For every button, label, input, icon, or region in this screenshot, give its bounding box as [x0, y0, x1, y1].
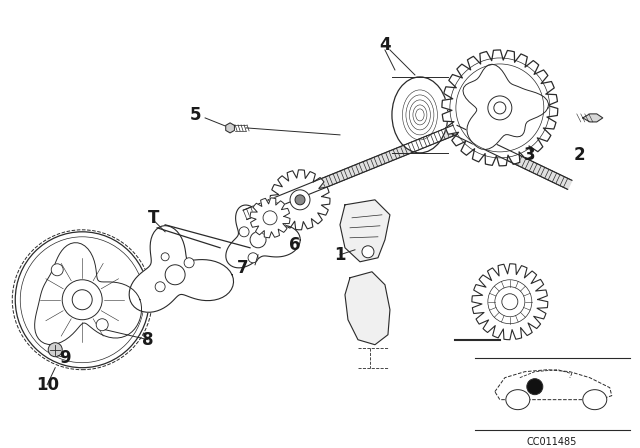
Polygon shape — [495, 370, 612, 400]
Ellipse shape — [265, 221, 275, 231]
Ellipse shape — [15, 232, 149, 368]
Text: 6: 6 — [289, 236, 301, 254]
Ellipse shape — [263, 211, 277, 225]
Text: T: T — [147, 209, 159, 227]
Ellipse shape — [184, 258, 194, 268]
Text: 10: 10 — [36, 376, 59, 394]
Polygon shape — [35, 243, 141, 345]
Ellipse shape — [62, 280, 102, 320]
Text: CC011485: CC011485 — [527, 437, 577, 447]
Polygon shape — [340, 200, 390, 262]
Ellipse shape — [72, 290, 92, 310]
Ellipse shape — [527, 379, 543, 395]
Polygon shape — [472, 264, 548, 340]
Ellipse shape — [502, 294, 518, 310]
Polygon shape — [226, 205, 300, 268]
Polygon shape — [226, 123, 234, 133]
Ellipse shape — [48, 343, 62, 357]
Ellipse shape — [248, 253, 258, 263]
Ellipse shape — [96, 319, 108, 331]
Text: 4: 4 — [379, 36, 391, 54]
Text: 9: 9 — [60, 349, 71, 367]
Polygon shape — [129, 226, 234, 312]
Polygon shape — [463, 64, 548, 150]
Polygon shape — [442, 50, 558, 166]
Text: 2: 2 — [574, 146, 586, 164]
Ellipse shape — [155, 282, 165, 292]
Ellipse shape — [161, 253, 169, 261]
Ellipse shape — [494, 102, 506, 114]
Polygon shape — [583, 114, 603, 122]
Ellipse shape — [583, 390, 607, 409]
Ellipse shape — [165, 265, 185, 285]
Ellipse shape — [290, 190, 310, 210]
Polygon shape — [345, 272, 390, 345]
Ellipse shape — [250, 232, 266, 248]
Text: 1: 1 — [334, 246, 346, 264]
Ellipse shape — [239, 227, 249, 237]
Text: 8: 8 — [142, 331, 154, 349]
Ellipse shape — [392, 77, 448, 153]
Ellipse shape — [488, 96, 512, 120]
Ellipse shape — [506, 390, 530, 409]
Text: 3: 3 — [524, 146, 536, 164]
Text: 5: 5 — [189, 106, 201, 124]
Polygon shape — [452, 125, 572, 190]
Ellipse shape — [51, 264, 63, 276]
Ellipse shape — [362, 246, 374, 258]
Text: 7: 7 — [237, 259, 249, 277]
Ellipse shape — [295, 195, 305, 205]
Polygon shape — [250, 198, 290, 238]
Polygon shape — [243, 125, 457, 220]
Polygon shape — [270, 170, 330, 230]
